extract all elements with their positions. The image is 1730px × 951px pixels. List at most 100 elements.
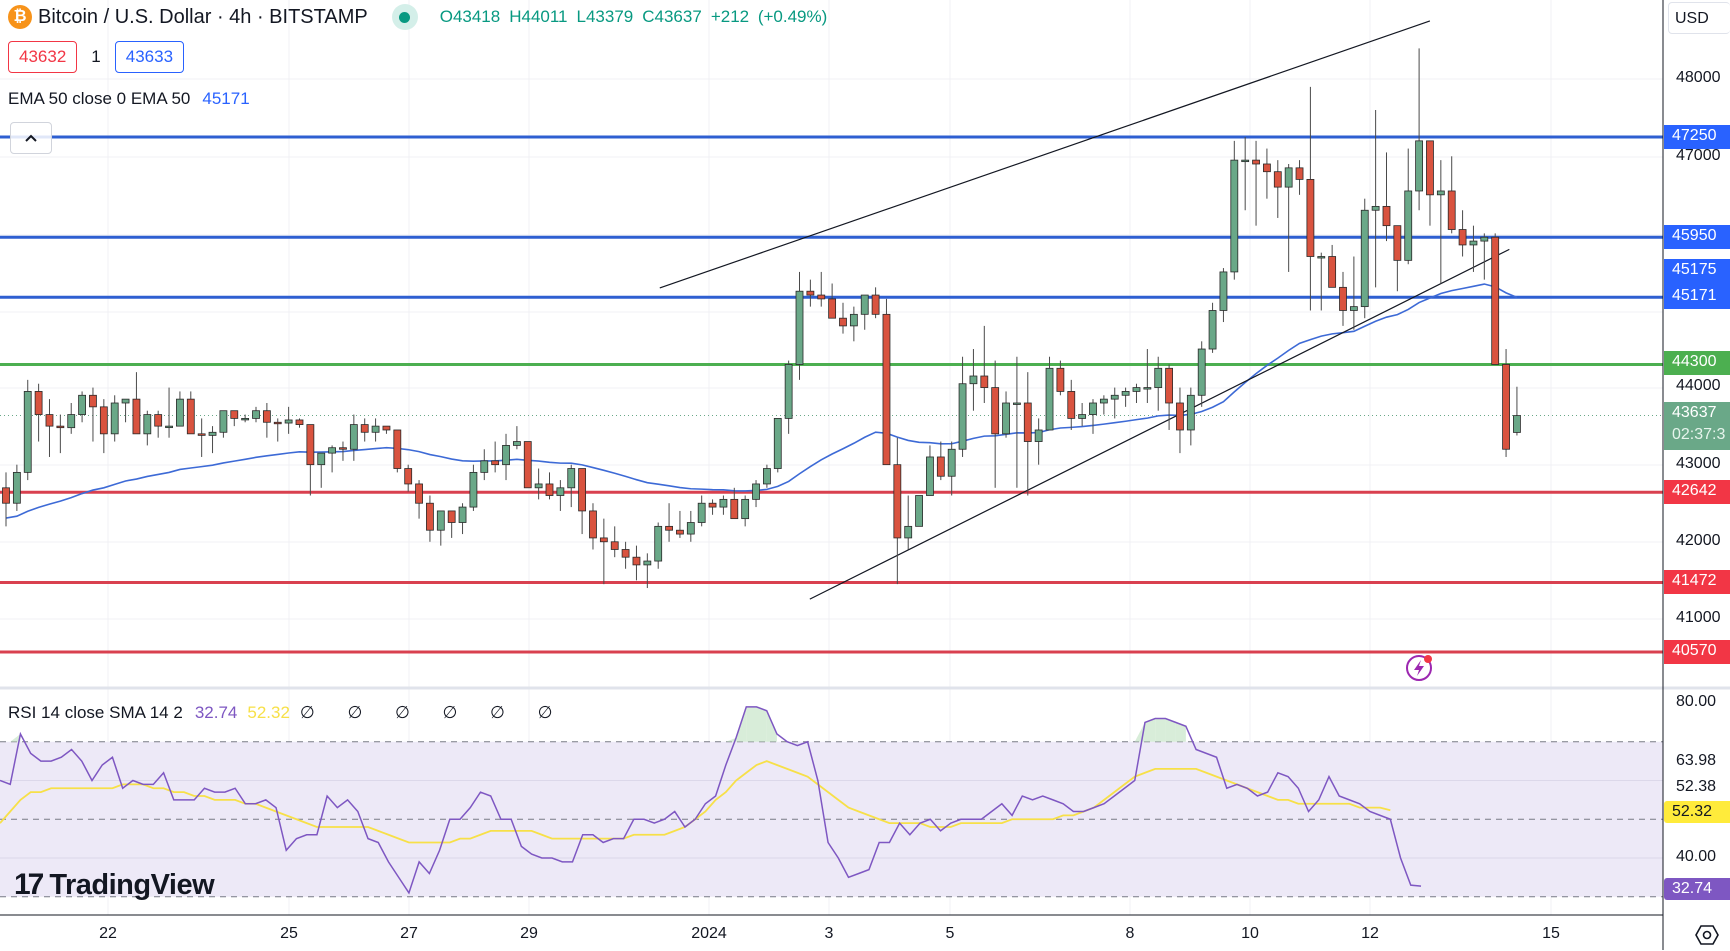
ema-legend[interactable]: EMA 50 close 0 EMA 50 45171 [8, 89, 250, 109]
candle-up [1013, 402, 1021, 405]
price-tag-45171: 45171 [1664, 285, 1730, 309]
candle-down [1165, 367, 1173, 404]
trendline [659, 20, 1431, 289]
candle-down [708, 502, 717, 508]
candle-down [1306, 179, 1315, 257]
candle-down [447, 510, 456, 523]
buy-button[interactable]: 43633 [114, 41, 185, 73]
alert-lightning-button[interactable] [1404, 651, 1436, 683]
rsi-overbought-fill [756, 706, 767, 742]
rsi-overbought-fill [1144, 718, 1156, 742]
sell-button[interactable]: 43632 [8, 41, 78, 73]
candle-up [143, 414, 152, 435]
market-open-dot-icon [399, 11, 411, 23]
candle-down [828, 298, 837, 319]
symbol-legend: ₿ Bitcoin / U.S. Dollar · 4h · BITSTAMP … [8, 4, 836, 30]
time-tick: 3 [824, 925, 834, 942]
candle-down [426, 502, 434, 531]
bitcoin-logo-icon: ₿ [8, 5, 32, 29]
ohlc-values: O43418 H44011 L43379 C43637 +212 (+0.49%) [440, 7, 837, 27]
candle-down [1502, 364, 1510, 450]
candle-down [1176, 402, 1184, 431]
candle-down [306, 424, 315, 466]
candle-up [317, 452, 326, 466]
time-tick: 5 [945, 925, 955, 942]
candle-down [154, 414, 163, 427]
price-tag-value: 43637 [1672, 404, 1717, 421]
candle-down [1491, 236, 1500, 365]
candle-up [1230, 159, 1239, 273]
candle-up [241, 418, 250, 421]
candle-up [567, 468, 576, 489]
chevron-up-icon [25, 134, 37, 142]
candle-up [502, 444, 510, 466]
candle-up [958, 383, 967, 450]
candle-up [1143, 387, 1152, 390]
candle-up [176, 398, 184, 427]
candle-up [1480, 236, 1489, 242]
candle-up [784, 364, 793, 419]
candle-up [208, 431, 217, 436]
price-tag-44300: 44300 [1664, 351, 1730, 375]
candle-up [534, 483, 543, 489]
price-tag-value: 44300 [1672, 353, 1717, 370]
tradingview-logo[interactable]: 17 TradingView [14, 868, 215, 902]
trade-buttons: 43632 1 43633 [8, 41, 185, 73]
candle-down [1382, 205, 1391, 227]
time-tick: 29 [520, 925, 538, 942]
rsi-legend[interactable]: RSI 14 close SMA 14 2 32.74 52.32 ∅ ∅ ∅ … [8, 703, 566, 723]
ema-50-line [5, 283, 1518, 519]
price-tick: 43000 [1676, 455, 1721, 472]
collapse-legend-button[interactable] [10, 122, 52, 154]
candle-down [186, 398, 195, 435]
candle-up [1110, 394, 1119, 400]
candle-down [589, 510, 597, 539]
candle-up [763, 468, 771, 485]
candle-down [89, 394, 97, 408]
currency-button[interactable]: USD [1668, 2, 1730, 34]
candle-up [654, 525, 663, 562]
price-tick: 42000 [1676, 532, 1721, 549]
candle-down [1023, 402, 1032, 442]
candle-down [871, 294, 880, 315]
candle-up [480, 460, 489, 473]
candle-up [1469, 240, 1478, 246]
candle-up [969, 375, 978, 385]
rsi-empty-values: ∅ ∅ ∅ ∅ ∅ ∅ [299, 703, 567, 722]
price-tag-43637: 43637 02:37:3 [1664, 402, 1730, 450]
candle-up [1349, 306, 1358, 311]
candle-up [741, 498, 750, 520]
candle-up [1186, 394, 1195, 431]
chart-settings-button[interactable] [1695, 924, 1719, 946]
candle-down [295, 419, 304, 425]
candle-down [230, 410, 239, 419]
candle-up [1219, 271, 1228, 311]
candle-up [719, 498, 728, 508]
candle-up [556, 487, 565, 496]
candle-up [1284, 167, 1293, 188]
price-tick: 48000 [1676, 69, 1721, 86]
rsi-overbought-fill [1155, 718, 1166, 742]
price-tick: 44000 [1676, 377, 1721, 394]
candle-up [1034, 429, 1043, 442]
bar-countdown: 02:37:3 [1672, 426, 1726, 443]
candle-down [197, 433, 206, 436]
candle-up [165, 425, 173, 429]
candle-up [773, 418, 782, 469]
symbol-title[interactable]: Bitcoin / U.S. Dollar · 4h · BITSTAMP [38, 5, 368, 28]
candle-up [219, 410, 228, 433]
candle-down [262, 410, 271, 423]
price-tag-value: 45950 [1672, 227, 1717, 244]
tradingview-mark-icon: 17 [14, 868, 44, 901]
candle-down [1295, 167, 1304, 180]
candle-up [436, 510, 445, 531]
price-tag-40570: 40570 [1664, 640, 1730, 664]
market-open-status[interactable] [391, 4, 418, 30]
price-tag-value: 40570 [1672, 642, 1717, 659]
rsi-overbought-fill [746, 706, 757, 742]
candle-down [610, 541, 619, 550]
candle-down [806, 290, 815, 296]
candle-down [360, 424, 369, 433]
price-tag-47250: 47250 [1664, 125, 1730, 149]
